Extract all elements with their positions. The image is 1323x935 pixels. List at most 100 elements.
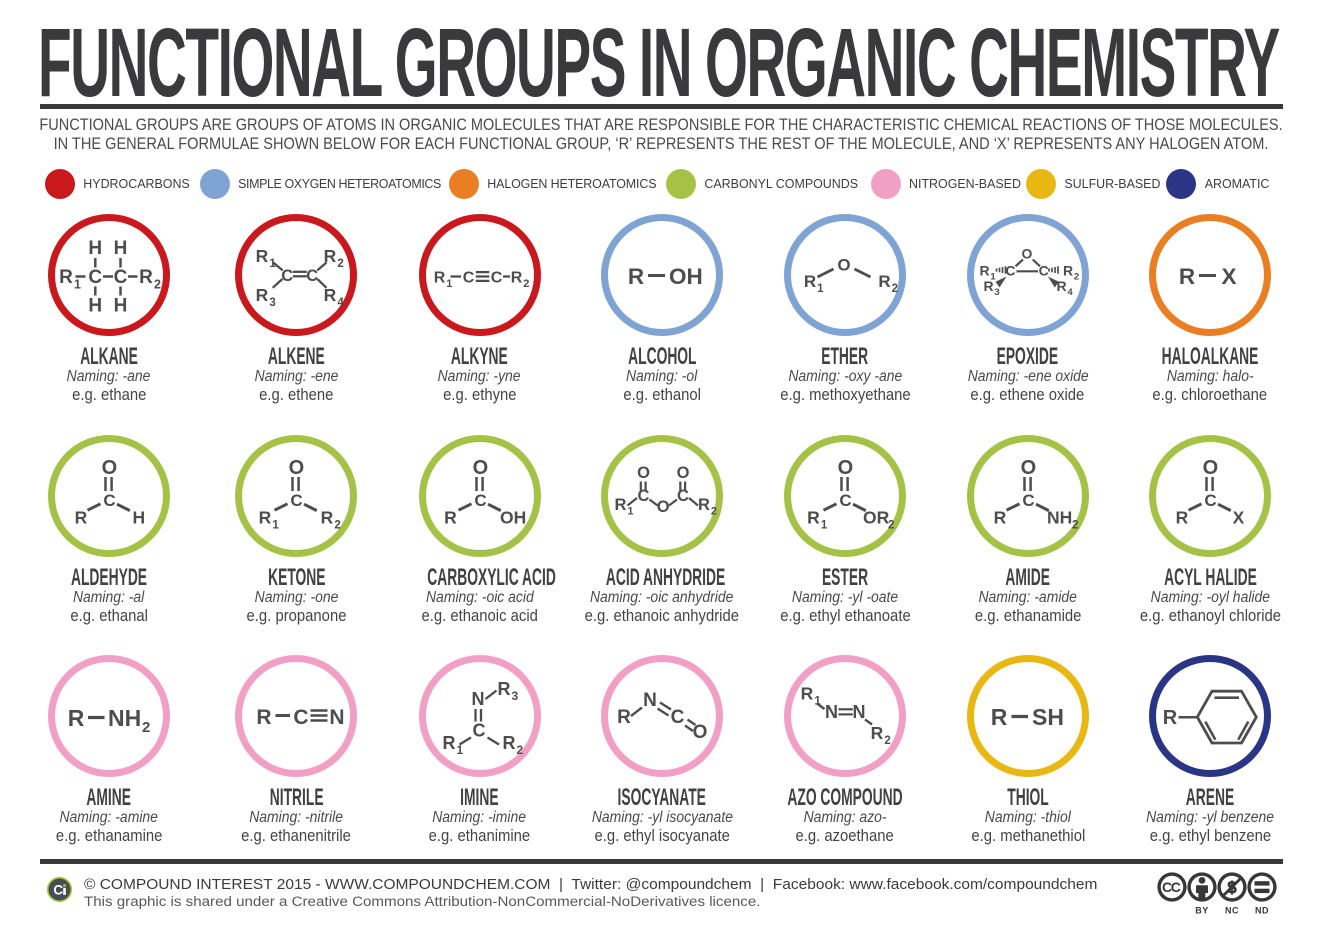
svg-text:OH: OH xyxy=(500,508,526,528)
svg-text:C: C xyxy=(88,267,102,288)
svg-text:1: 1 xyxy=(821,519,828,531)
svg-text:H: H xyxy=(113,238,127,259)
svg-text:O: O xyxy=(1020,457,1036,479)
svg-text:R: R xyxy=(256,246,269,266)
svg-text:R: R xyxy=(628,264,644,289)
svg-text:R: R xyxy=(698,496,710,514)
svg-text:N: N xyxy=(643,690,657,711)
svg-text:2: 2 xyxy=(338,257,344,269)
svg-text:O: O xyxy=(657,498,670,516)
svg-text:R: R xyxy=(878,272,890,291)
svg-text:BY: BY xyxy=(1195,906,1209,916)
svg-text:R: R xyxy=(871,723,884,743)
svg-text:C: C xyxy=(282,267,294,285)
svg-text:O: O xyxy=(838,457,854,479)
svg-text:R: R xyxy=(993,508,1006,528)
svg-text:R: R xyxy=(1056,278,1066,294)
svg-text:R: R xyxy=(433,269,445,286)
svg-text:O: O xyxy=(101,457,117,479)
svg-text:2: 2 xyxy=(711,506,717,518)
svg-text:H: H xyxy=(88,238,102,259)
svg-text:C: C xyxy=(113,267,127,288)
svg-text:2: 2 xyxy=(523,277,529,289)
svg-text:R: R xyxy=(1179,264,1195,289)
svg-text:R: R xyxy=(1176,508,1189,528)
svg-text:C: C xyxy=(671,707,685,728)
svg-text:1: 1 xyxy=(74,277,81,291)
svg-text:C: C xyxy=(462,269,474,286)
svg-text:2: 2 xyxy=(142,719,150,736)
svg-text:2: 2 xyxy=(154,277,161,291)
svg-text:3: 3 xyxy=(994,286,999,297)
svg-text:C: C xyxy=(307,267,319,285)
svg-text:2: 2 xyxy=(884,735,890,747)
svg-text:C: C xyxy=(490,269,502,286)
svg-text:R: R xyxy=(1063,262,1073,278)
svg-text:C: C xyxy=(294,706,309,729)
svg-text:C: C xyxy=(1171,879,1181,895)
svg-text:NH: NH xyxy=(108,705,141,731)
svg-text:3: 3 xyxy=(511,689,518,703)
svg-text:O: O xyxy=(677,464,690,482)
svg-text:O: O xyxy=(1203,457,1219,479)
svg-text:OR: OR xyxy=(863,508,890,528)
svg-text:2: 2 xyxy=(888,520,894,532)
svg-text:H: H xyxy=(113,295,127,316)
svg-text:3: 3 xyxy=(270,296,276,308)
svg-text:C: C xyxy=(1204,491,1216,510)
svg-text:O: O xyxy=(693,722,708,743)
svg-text:R: R xyxy=(444,508,457,528)
svg-text:2: 2 xyxy=(335,519,341,531)
svg-text:C: C xyxy=(677,487,689,505)
svg-text:1: 1 xyxy=(817,282,824,294)
svg-text:R: R xyxy=(324,246,337,266)
svg-text:1: 1 xyxy=(456,743,463,757)
svg-text:R: R xyxy=(139,267,153,288)
svg-text:R: R xyxy=(59,267,73,288)
svg-text:2: 2 xyxy=(516,743,523,757)
svg-text:4: 4 xyxy=(338,296,345,308)
svg-text:4: 4 xyxy=(1067,286,1073,297)
svg-text:1: 1 xyxy=(990,271,996,282)
svg-text:C: C xyxy=(474,491,486,510)
svg-text:1: 1 xyxy=(814,695,821,707)
svg-text:ND: ND xyxy=(1255,906,1269,916)
svg-text:R: R xyxy=(502,733,515,753)
svg-text:H: H xyxy=(88,295,102,316)
svg-text:OH: OH xyxy=(669,264,703,289)
svg-text:R: R xyxy=(617,707,631,728)
svg-text:R: R xyxy=(801,684,814,704)
svg-text:1: 1 xyxy=(273,519,280,531)
svg-text:R: R xyxy=(615,496,627,514)
svg-text:N: N xyxy=(471,689,484,709)
svg-text:2: 2 xyxy=(892,282,898,294)
svg-text:2: 2 xyxy=(1072,520,1078,532)
svg-text:C: C xyxy=(472,721,485,741)
svg-text:R: R xyxy=(324,285,337,305)
svg-text:X: X xyxy=(1233,508,1245,528)
svg-text:R: R xyxy=(1163,707,1178,729)
svg-text:O: O xyxy=(472,457,488,479)
svg-text:N: N xyxy=(330,706,345,729)
svg-text:1: 1 xyxy=(446,277,452,289)
svg-text:C: C xyxy=(638,487,650,505)
svg-text:H: H xyxy=(132,508,145,528)
svg-text:R: R xyxy=(497,679,510,699)
svg-text:R: R xyxy=(983,278,993,294)
svg-text:C: C xyxy=(1022,491,1034,510)
svg-text:NC: NC xyxy=(1225,906,1239,916)
svg-text:R: R xyxy=(807,508,820,528)
svg-text:R: R xyxy=(442,733,455,753)
svg-text:X: X xyxy=(1221,264,1236,289)
svg-text:R: R xyxy=(510,269,522,286)
svg-text:R: R xyxy=(979,262,989,278)
svg-text:O: O xyxy=(837,255,850,274)
svg-text:1: 1 xyxy=(627,506,633,518)
svg-text:C: C xyxy=(103,491,115,510)
svg-text:R: R xyxy=(804,272,816,291)
svg-text:O: O xyxy=(1021,245,1032,261)
svg-text:R: R xyxy=(74,508,87,528)
svg-text:R: R xyxy=(321,508,334,528)
svg-text:SH: SH xyxy=(1032,704,1064,730)
svg-text:R: R xyxy=(67,705,84,731)
